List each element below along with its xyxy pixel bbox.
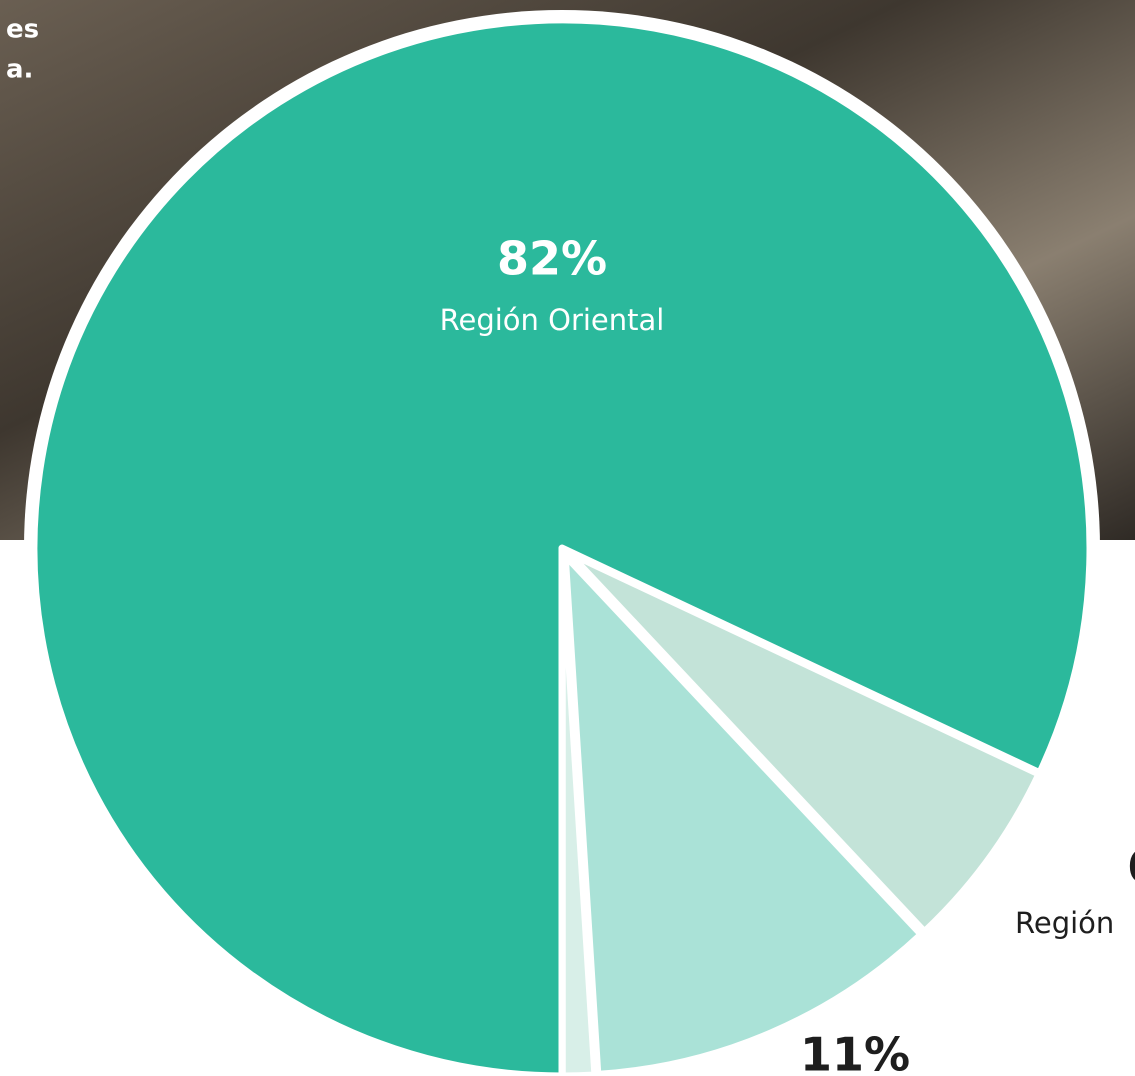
slice-label: Región	[1015, 906, 1114, 940]
annotation: a.	[6, 55, 33, 85]
value-label: 11%	[800, 1028, 910, 1076]
value-label: 82%	[497, 232, 607, 286]
value-label: 6	[1127, 840, 1135, 894]
annotation: es	[6, 15, 39, 45]
slice-label: Región Oriental	[440, 303, 665, 337]
chart: es a. 82% Región Oriental 6 Región 11%	[0, 0, 1135, 1076]
